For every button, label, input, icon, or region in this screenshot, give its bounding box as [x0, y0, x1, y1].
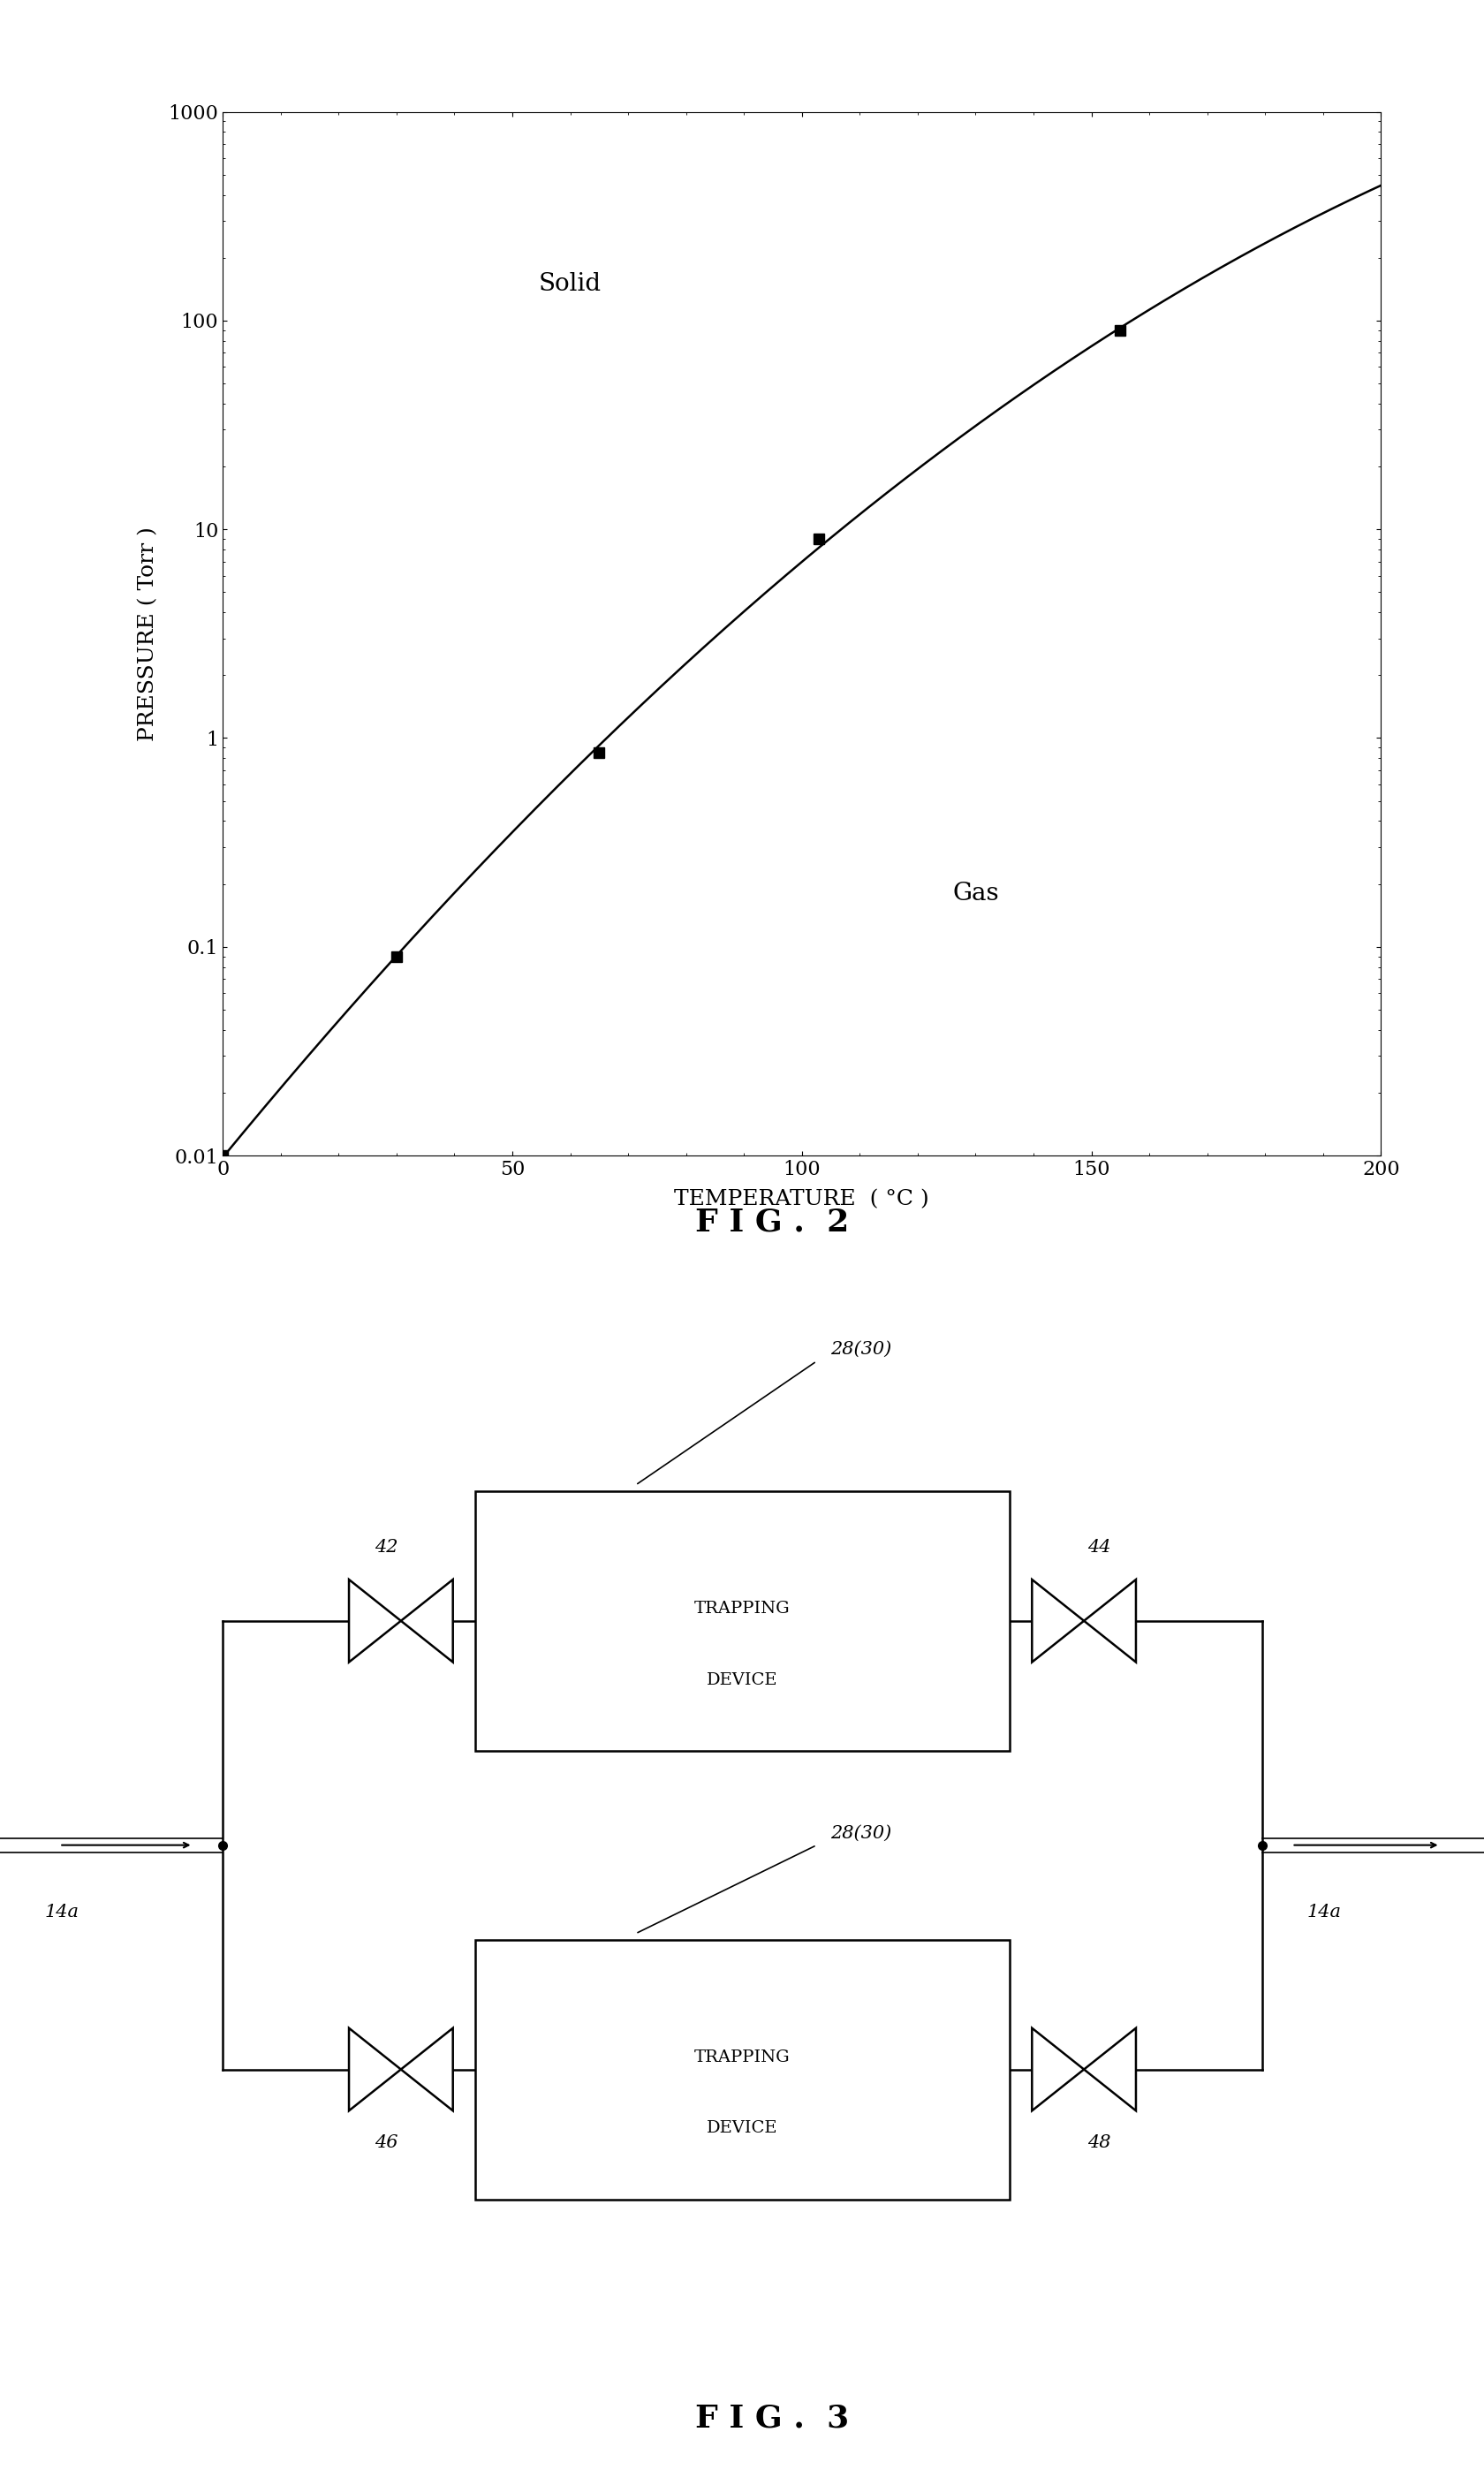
Text: 42: 42 [374, 1538, 398, 1556]
Text: Gas: Gas [951, 882, 999, 905]
Text: 14a: 14a [1306, 1904, 1340, 1921]
Polygon shape [349, 1580, 401, 1662]
Text: 44: 44 [1086, 1538, 1110, 1556]
Text: F I G .  3: F I G . 3 [695, 2403, 849, 2433]
Text: 48: 48 [1086, 2135, 1110, 2152]
Text: 46: 46 [374, 2135, 398, 2152]
Text: 28(30): 28(30) [830, 1824, 892, 1841]
Polygon shape [401, 2028, 453, 2110]
Text: DEVICE: DEVICE [706, 1672, 778, 1687]
Text: F I G .  2: F I G . 2 [695, 1208, 849, 1238]
Text: DEVICE: DEVICE [706, 2120, 778, 2137]
Polygon shape [1083, 1580, 1135, 1662]
Polygon shape [1031, 2028, 1083, 2110]
Text: 28(30): 28(30) [830, 1342, 892, 1357]
Bar [475, 1491, 1009, 1749]
Text: TRAPPING: TRAPPING [695, 2050, 789, 2065]
Text: 14a: 14a [45, 1904, 79, 1921]
Text: TRAPPING: TRAPPING [695, 1600, 789, 1618]
Polygon shape [401, 1580, 453, 1662]
Bar [475, 1938, 1009, 2199]
Polygon shape [1031, 1580, 1083, 1662]
Text: Solid: Solid [539, 271, 601, 296]
Polygon shape [349, 2028, 401, 2110]
X-axis label: TEMPERATURE  ( °C ): TEMPERATURE ( °C ) [674, 1188, 929, 1210]
Y-axis label: PRESSURE ( Torr ): PRESSURE ( Torr ) [138, 527, 159, 741]
Polygon shape [1083, 2028, 1135, 2110]
